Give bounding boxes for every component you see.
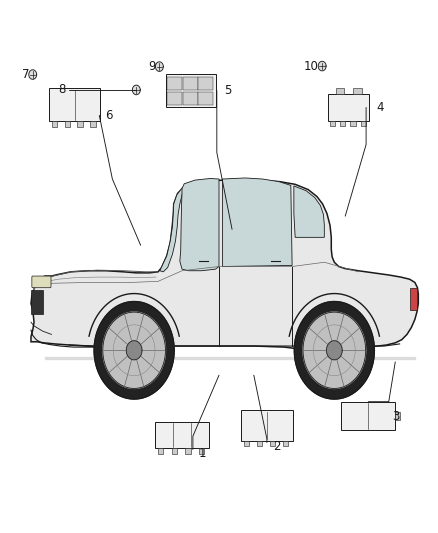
Polygon shape: [31, 180, 418, 349]
Text: 5: 5: [224, 84, 231, 97]
Polygon shape: [160, 188, 184, 272]
Polygon shape: [180, 179, 219, 271]
Polygon shape: [318, 61, 326, 71]
Text: 8: 8: [58, 84, 65, 96]
Bar: [361, 120, 366, 126]
FancyBboxPatch shape: [410, 288, 417, 310]
Bar: [241, 410, 293, 441]
Bar: [78, 121, 83, 126]
Polygon shape: [126, 341, 142, 360]
Bar: [336, 88, 344, 94]
Bar: [198, 77, 213, 91]
Bar: [185, 448, 191, 454]
Bar: [244, 441, 249, 446]
Polygon shape: [94, 302, 174, 399]
Text: 6: 6: [106, 109, 113, 122]
Bar: [172, 448, 177, 454]
Polygon shape: [223, 178, 292, 266]
Bar: [340, 120, 345, 126]
Bar: [158, 448, 163, 454]
Text: 1: 1: [199, 447, 207, 459]
Bar: [353, 88, 362, 94]
Bar: [283, 441, 288, 446]
Polygon shape: [103, 312, 166, 389]
Polygon shape: [326, 341, 342, 360]
Bar: [350, 120, 356, 126]
Bar: [167, 92, 182, 105]
FancyBboxPatch shape: [32, 276, 51, 288]
Text: 9: 9: [148, 60, 155, 73]
Text: 7: 7: [21, 68, 29, 81]
Bar: [330, 120, 335, 126]
Bar: [341, 402, 396, 430]
Bar: [270, 441, 275, 446]
Bar: [328, 94, 369, 120]
Bar: [257, 441, 262, 446]
Bar: [166, 74, 216, 107]
Bar: [49, 88, 100, 121]
Text: 10: 10: [304, 60, 319, 72]
Text: 4: 4: [377, 101, 384, 114]
Bar: [183, 92, 198, 105]
Bar: [198, 92, 213, 105]
Bar: [396, 412, 400, 420]
Bar: [167, 77, 182, 91]
Bar: [64, 121, 70, 126]
Text: 2: 2: [273, 440, 280, 453]
Polygon shape: [155, 62, 163, 71]
Polygon shape: [303, 312, 366, 389]
Bar: [199, 448, 204, 454]
Text: 3: 3: [392, 409, 400, 423]
FancyBboxPatch shape: [31, 290, 43, 314]
Polygon shape: [29, 70, 37, 79]
Bar: [183, 77, 198, 91]
Bar: [155, 422, 209, 448]
Bar: [90, 121, 95, 126]
Polygon shape: [294, 186, 324, 237]
Bar: [52, 121, 57, 126]
Polygon shape: [294, 302, 374, 399]
Polygon shape: [132, 85, 140, 95]
